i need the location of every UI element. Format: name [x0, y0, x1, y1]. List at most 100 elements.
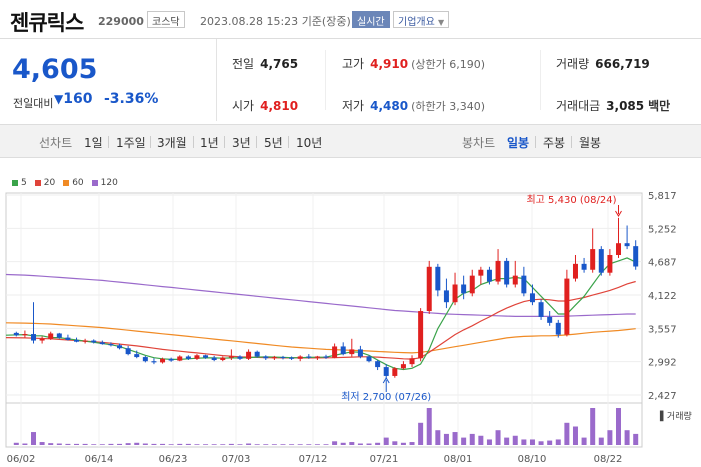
candle-body [615, 243, 621, 255]
change-percent: -3.36% [104, 91, 159, 107]
candle-body [461, 284, 467, 294]
candle-body [271, 357, 277, 359]
candle-body [168, 358, 174, 361]
y-tick-label: 5,252 [648, 224, 677, 235]
volume-bar [263, 444, 269, 445]
period-1d[interactable]: 1일 [84, 136, 103, 150]
stat-prev: 전일 4,765 [232, 57, 299, 71]
stat-high: 고가 4,910 (상한가 6,190) [342, 57, 485, 71]
low-arrow-head [382, 377, 390, 384]
period-1w[interactable]: 1주일 [116, 136, 146, 150]
candle-body [39, 338, 45, 341]
candle-body [633, 246, 639, 267]
volume-bar [504, 437, 510, 445]
x-tick-label: 07/12 [299, 454, 328, 465]
period-toolbar: 선차트 1일 1주일 3개월 1년 3년 5년 10년 봉차트 일봉 주봉 월봉 [0, 124, 701, 158]
volume-bar [254, 444, 260, 445]
candle-body [134, 354, 140, 358]
volume-bar [426, 408, 432, 445]
candle-body [504, 260, 510, 285]
legend-ma-20: 20 [34, 178, 56, 188]
divider [216, 39, 217, 121]
candle-body [228, 356, 234, 358]
x-tick-label: 08/01 [444, 454, 473, 465]
candle-body [177, 356, 183, 361]
stock-name: 젠큐릭스 [10, 11, 84, 35]
ma-line-120 [5, 273, 636, 317]
corp-overview-label: 기업개요 [398, 17, 435, 28]
candle-daily[interactable]: 일봉 [507, 136, 530, 150]
corp-overview-dropdown[interactable]: 기업개요 ▼ [393, 11, 450, 28]
volume-bar [461, 437, 467, 445]
high-annotation: 최고 5,430 (08/24) [526, 194, 616, 206]
candle-body [357, 349, 363, 357]
volume-bar [13, 442, 19, 445]
volume-bar [177, 443, 183, 445]
candle-monthly[interactable]: 월봉 [579, 136, 602, 150]
volume-bar [598, 437, 604, 445]
candle-weekly[interactable]: 주봉 [543, 136, 566, 150]
volume-bar [74, 443, 80, 445]
legend-label: 5 [21, 178, 27, 188]
volume-bar [538, 441, 544, 445]
period-5y[interactable]: 5년 [264, 136, 283, 150]
timestamp: 2023.08.28 15:23 기준(장중) [200, 13, 351, 29]
volume-bar [297, 444, 303, 445]
realtime-button[interactable]: 실시간 [352, 11, 390, 28]
candle-body [332, 346, 338, 358]
legend-label: 20 [43, 178, 56, 188]
period-3m[interactable]: 3개월 [157, 136, 187, 150]
candle-body [323, 356, 329, 358]
volume-bar [547, 440, 553, 445]
candle-body [306, 356, 312, 358]
volume-bar [194, 444, 200, 445]
basis: 기준(장중) [301, 15, 351, 28]
volume-bar [564, 422, 570, 445]
candle-body [529, 293, 535, 303]
candle-body [375, 361, 381, 368]
candle-body [383, 367, 389, 376]
stock-code: 229000 [98, 15, 144, 28]
volume-bar [400, 442, 406, 445]
y-tick-label: 4,687 [648, 258, 677, 269]
y-tick-label: 4,122 [648, 291, 677, 302]
volume-bar [555, 439, 561, 445]
period-3y[interactable]: 3년 [232, 136, 251, 150]
low-annotation: 최저 2,700 (07/26) [341, 391, 431, 403]
candle-body [598, 249, 604, 273]
candle-body [254, 351, 260, 357]
candle-body [452, 284, 458, 303]
period-1y[interactable]: 1년 [200, 136, 219, 150]
stat-open: 시가 4,810 [232, 99, 299, 113]
legend-ma-5: 5 [12, 178, 27, 188]
volume-bar [581, 437, 587, 445]
volume-bar [220, 444, 226, 445]
candle-chart-label: 봉차트 [462, 136, 496, 150]
volume-bar [375, 442, 381, 445]
candle-body [151, 361, 157, 363]
volume-bar [529, 439, 535, 445]
volume-bar [521, 439, 527, 445]
period-10y[interactable]: 10년 [296, 136, 323, 150]
candle-body [409, 358, 415, 365]
legend-label: 60 [72, 178, 84, 188]
candle-body [392, 368, 398, 376]
candle-body [65, 337, 71, 340]
divider [108, 136, 109, 148]
divider [224, 136, 225, 148]
candle-body [74, 339, 80, 342]
chart-frame [5, 192, 643, 404]
volume-bar [314, 444, 320, 445]
volume-bar [633, 433, 639, 445]
volume-bar [512, 435, 518, 445]
candle-body [495, 260, 501, 282]
candle-body [82, 340, 88, 342]
candle-body [203, 355, 209, 358]
ma-line-60 [5, 322, 636, 354]
y-tick-label: 2,427 [648, 391, 677, 402]
price-chart[interactable]: 5,817 5,252 4,687 4,122 3,557 2,992 2,427 06/02… [0, 160, 701, 467]
stat-volume: 거래량 666,719 [556, 57, 650, 71]
candle-body [142, 357, 148, 362]
volume-bar [56, 443, 62, 445]
divider [0, 38, 701, 39]
